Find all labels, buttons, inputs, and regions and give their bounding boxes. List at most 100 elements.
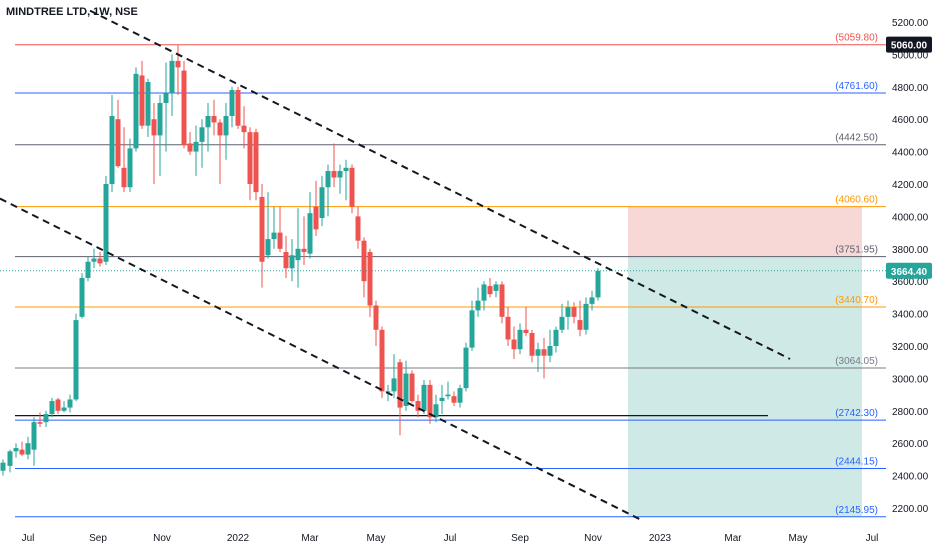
- candle-body: [373, 305, 379, 330]
- candle-body: [361, 240, 367, 282]
- candle-body: [583, 303, 589, 330]
- candle-body: [55, 399, 61, 411]
- candle-body: [49, 401, 55, 415]
- price-tick-label: 4200.00: [892, 180, 929, 191]
- candle-body: [517, 329, 523, 350]
- candle-body: [43, 414, 49, 423]
- level-label: (5059.80): [835, 33, 878, 44]
- trendline: [89, 9, 791, 360]
- trendlines: [0, 9, 791, 521]
- candle-body: [313, 206, 319, 230]
- time-axis-bg: [0, 520, 886, 550]
- price-tick-label: 3600.00: [892, 277, 929, 288]
- candle-body: [91, 258, 97, 262]
- candle-body: [379, 329, 385, 392]
- time-tick-label: Nov: [153, 533, 171, 544]
- time-axis: Jul Sep Nov 2022 Mar May Jul Sep Nov 2023 Mar May Ju…: [0, 520, 886, 550]
- position-zones: [628, 206, 862, 517]
- candle-body: [235, 90, 241, 126]
- chart-title: MINDTREE LTD, 1W, NSE: [6, 6, 138, 18]
- time-tick-label: Mar: [301, 533, 319, 544]
- candle-body: [451, 396, 457, 403]
- candle-body: [25, 443, 31, 455]
- candle-body: [97, 258, 103, 264]
- candle-body: [37, 422, 43, 424]
- candle-body: [409, 373, 415, 402]
- price-tick-label: 2200.00: [892, 504, 929, 515]
- candle-body: [223, 115, 229, 136]
- candle-body: [19, 449, 25, 455]
- candle-body: [343, 167, 349, 172]
- candle-body: [103, 184, 109, 262]
- level-label: (3064.05): [835, 356, 878, 367]
- candle-body: [115, 119, 121, 167]
- candle-body: [385, 391, 391, 393]
- candle-body: [301, 248, 307, 253]
- candle-body: [265, 239, 271, 256]
- candle-body: [295, 248, 301, 261]
- time-tick-label: Sep: [511, 533, 529, 544]
- time-tick-label: May: [789, 533, 808, 544]
- price-axis: 2200.00 2400.00 2600.00 2800.00 3000.00 3200.…: [886, 0, 932, 550]
- candle-body: [397, 362, 403, 408]
- candle-body: [547, 346, 553, 356]
- candle-body: [523, 329, 529, 334]
- candle-body: [7, 451, 13, 466]
- profit-target-zone: [628, 256, 862, 517]
- time-tick-label: May: [367, 533, 386, 544]
- candle-body: [121, 167, 127, 188]
- candle-body: [247, 132, 253, 184]
- candle-body: [367, 252, 373, 306]
- candle-body: [325, 171, 331, 188]
- level-label: (2444.15): [835, 456, 878, 467]
- candle-body: [181, 70, 187, 146]
- time-tick-label: 2023: [649, 533, 672, 544]
- candle-body: [157, 103, 163, 136]
- candle-body: [85, 261, 91, 278]
- candle-body: [577, 320, 583, 330]
- candle-body: [307, 213, 313, 254]
- candle-body: [355, 216, 361, 241]
- stop-loss-zone: [628, 206, 862, 257]
- candlesticks: [0, 44, 601, 476]
- candle-body: [463, 347, 469, 389]
- time-tick-label: Jul: [866, 533, 879, 544]
- candle-body: [331, 171, 337, 178]
- candle-body: [493, 284, 499, 291]
- time-tick-label: Nov: [584, 533, 602, 544]
- candle-body: [73, 320, 79, 400]
- price-tick-label: 2400.00: [892, 472, 929, 483]
- candle-body: [139, 75, 145, 126]
- candle-body: [211, 115, 217, 123]
- candle-body: [289, 255, 295, 269]
- candle-body: [283, 252, 289, 269]
- candle-body: [505, 316, 511, 340]
- candle-body: [499, 284, 505, 317]
- price-tick-label: 5200.00: [892, 18, 929, 29]
- candle-body: [571, 307, 577, 317]
- price-tick-label: 5000.00: [892, 50, 929, 61]
- price-tick-label: 3800.00: [892, 245, 929, 256]
- candle-body: [259, 196, 265, 262]
- candle-body: [553, 329, 559, 346]
- time-tick-label: Jul: [444, 533, 457, 544]
- price-tag-label: 3664.40: [891, 267, 928, 278]
- candle-body: [0, 462, 6, 471]
- level-label: (4761.60): [835, 81, 878, 92]
- candle-body: [61, 407, 67, 411]
- candle-body: [511, 339, 517, 350]
- candle-body: [133, 73, 139, 149]
- candle-body: [427, 384, 433, 418]
- candle-body: [403, 373, 409, 406]
- candle-body: [589, 297, 595, 304]
- candle-body: [217, 122, 223, 136]
- candle-body: [439, 397, 445, 402]
- time-tick-label: Sep: [89, 533, 107, 544]
- price-tick-label: 4000.00: [892, 212, 929, 223]
- price-tag-label: 5060.00: [891, 41, 928, 52]
- candle-body: [229, 90, 235, 116]
- time-tick-label: Mar: [724, 533, 742, 544]
- price-tag-bg: [886, 262, 932, 279]
- candle-body: [199, 127, 205, 142]
